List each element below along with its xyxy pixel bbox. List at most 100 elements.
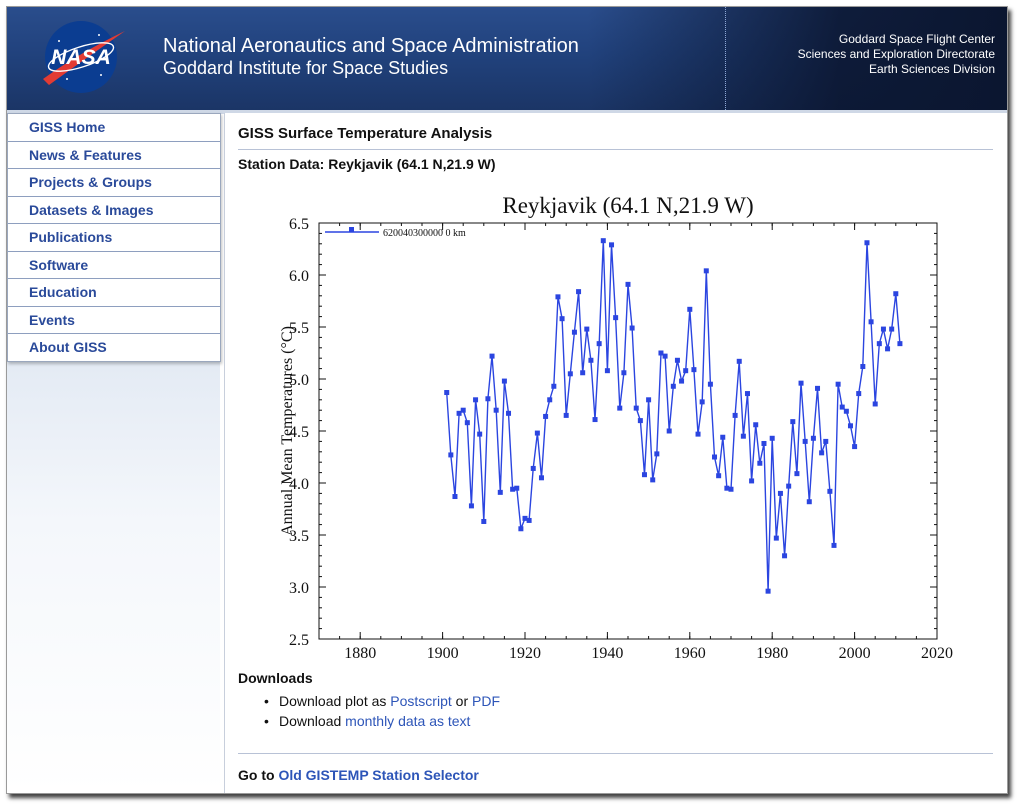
data-point (641, 472, 647, 478)
data-point (650, 477, 656, 483)
data-point (707, 381, 713, 387)
data-point (699, 399, 705, 405)
sidebar-item-about-giss[interactable]: About GISS (29, 339, 107, 355)
data-point (720, 434, 726, 440)
data-point (448, 452, 454, 458)
data-point (724, 485, 730, 491)
data-point (501, 378, 507, 384)
data-point (831, 542, 837, 548)
sidebar-item-datasets-images[interactable]: Datasets & Images (8, 197, 220, 224)
data-point (860, 364, 866, 370)
data-point (460, 407, 466, 413)
data-point (584, 326, 590, 332)
banner-starfield (587, 7, 1007, 110)
affiliation-lines: Goddard Space Flight Center Sciences and… (798, 32, 995, 77)
x-tick-label: 1940 (591, 645, 623, 662)
x-tick-label: 1980 (756, 645, 788, 662)
data-point (592, 417, 598, 423)
data-point (736, 358, 742, 364)
data-point (827, 488, 833, 494)
data-point (790, 419, 796, 425)
data-point (835, 381, 841, 387)
old-station-selector-link[interactable]: Old GISTEMP Station Selector (278, 767, 479, 783)
data-point (839, 404, 845, 410)
data-point (703, 268, 709, 274)
y-tick-label: 5.0 (289, 372, 309, 389)
data-point (740, 433, 746, 439)
data-point (468, 503, 474, 509)
data-point (518, 526, 524, 532)
data-point (444, 390, 450, 396)
data-point (580, 370, 586, 376)
data-point (728, 486, 734, 492)
or-text: or (455, 693, 469, 709)
data-point (530, 465, 536, 471)
x-tick-label: 1920 (509, 645, 541, 662)
data-point (856, 391, 862, 397)
sidebar-item-events[interactable]: Events (8, 307, 220, 334)
downloads-heading: Downloads (238, 670, 313, 686)
affiliation-line: Earth Sciences Division (868, 62, 995, 76)
data-point (786, 483, 792, 489)
data-point (555, 294, 561, 300)
data-point (588, 357, 594, 363)
data-point (514, 485, 520, 491)
download-data-item: • Download monthly data as text (259, 711, 500, 731)
y-tick-label: 5.5 (289, 320, 309, 337)
data-point (868, 319, 874, 325)
monthly-data-link[interactable]: monthly data as text (345, 713, 471, 729)
postscript-link[interactable]: Postscript (390, 693, 452, 709)
y-tick-label: 3.0 (289, 580, 309, 597)
sidebar-item-news-features[interactable]: News & Features (8, 142, 220, 169)
data-point (563, 412, 569, 418)
data-point (497, 489, 503, 495)
data-point (670, 383, 676, 389)
data-point (567, 371, 573, 377)
data-point (732, 412, 738, 418)
data-point (674, 357, 680, 363)
data-point (617, 405, 623, 411)
data-point (687, 306, 693, 312)
institute-name: Goddard Institute for Space Studies (163, 58, 449, 78)
data-point (679, 378, 685, 384)
goto-line: Go to Old GISTEMP Station Selector (238, 767, 479, 783)
pdf-link[interactable]: PDF (472, 693, 500, 709)
x-tick-label: 1960 (674, 645, 706, 662)
data-point (852, 444, 858, 450)
data-point (613, 315, 619, 321)
data-point (481, 518, 487, 524)
header-banner: NASA National Aeronautics and Space Admi… (7, 7, 1007, 110)
data-point (489, 353, 495, 359)
data-point (889, 326, 895, 332)
title-divider (238, 149, 993, 150)
sidebar-item-publications[interactable]: Publications (8, 224, 220, 252)
main-content: GISS Surface Temperature Analysis Statio… (224, 113, 1007, 793)
data-point (712, 454, 718, 460)
data-point (506, 410, 512, 416)
sidebar-item-software[interactable]: Software (8, 252, 220, 279)
data-point (864, 240, 870, 246)
data-point (609, 242, 615, 248)
sidebar-item-projects-groups[interactable]: Projects & Groups (8, 169, 220, 197)
x-tick-label: 1900 (427, 645, 459, 662)
data-point (493, 407, 499, 413)
y-tick-label: 4.0 (289, 476, 309, 493)
sidebar-item-giss-home[interactable]: GISS Home (8, 114, 220, 142)
data-point (576, 289, 582, 295)
data-point (749, 478, 755, 484)
data-point (872, 401, 878, 407)
logo-text: NASA (51, 46, 111, 69)
y-axis-label: Annual Mean Temperatures (°C) (279, 326, 296, 536)
data-point (526, 517, 532, 523)
data-point (683, 368, 689, 374)
y-tick-label: 3.5 (289, 528, 309, 545)
y-tick-label: 4.5 (289, 424, 309, 441)
header-stripe (7, 110, 1007, 114)
data-point (885, 346, 891, 352)
sidebar-item-education[interactable]: Education (8, 279, 220, 307)
data-point (534, 430, 540, 436)
bullet: • (264, 693, 269, 709)
data-point (843, 408, 849, 414)
nasa-logo[interactable]: NASA (39, 19, 127, 95)
data-point (847, 423, 853, 429)
